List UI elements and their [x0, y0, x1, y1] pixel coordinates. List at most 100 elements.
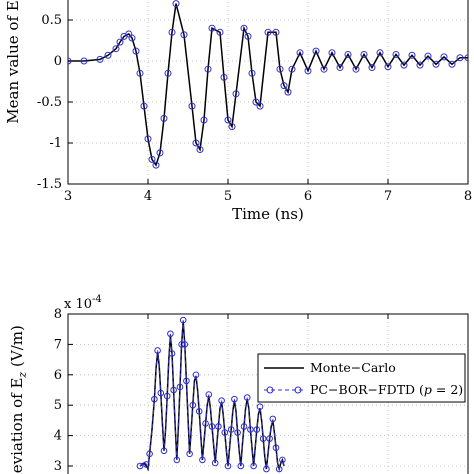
bottom-y-tick-label: 4: [54, 429, 62, 444]
bottom-marker-point: [259, 435, 267, 442]
top-y-tick-label: -0.5: [37, 95, 62, 110]
top-marker-point: [456, 54, 464, 62]
bottom-marker-point: [178, 341, 185, 348]
top-marker-point: [320, 65, 328, 73]
top-x-tick-label: 6: [304, 189, 312, 204]
top-marker-point: [248, 69, 256, 77]
top-marker-point: [328, 49, 336, 57]
top-marker-point: [432, 60, 440, 68]
top-grid: [67, 0, 469, 185]
bottom-marker-point: [170, 386, 177, 394]
top-marker-point: [192, 139, 200, 147]
top-marker-point: [424, 52, 432, 60]
top-marker-point: [116, 38, 124, 46]
top-marker-point: [344, 50, 352, 58]
top-series-line-monte-carlo: [68, 3, 468, 167]
top-y-tick-label: -1.5: [37, 177, 62, 192]
top-marker-point: [200, 116, 208, 124]
top-marker-point: [216, 28, 224, 36]
bottom-marker-point: [266, 435, 273, 442]
bottom-marker-point: [173, 456, 181, 464]
top-marker-point: [160, 114, 168, 122]
bottom-marker-point: [151, 395, 158, 403]
bottom-marker-point: [227, 426, 235, 433]
top-x-tick-label: 5: [224, 189, 232, 204]
top-y-tick-label: -1: [49, 136, 62, 151]
bottom-marker-point: [224, 462, 232, 470]
top-x-tick-label: 7: [384, 189, 392, 204]
top-marker-point: [440, 53, 448, 61]
bottom-marker-point: [218, 397, 225, 404]
top-marker-point: [252, 98, 260, 106]
bottom-marker-point: [167, 330, 174, 338]
top-marker-point: [164, 69, 172, 77]
top-marker-point: [464, 54, 468, 62]
top-marker-point: [156, 149, 164, 157]
bottom-marker-point: [179, 316, 187, 324]
bottom-y-ticks: 3 4 5 6 7 8: [54, 307, 73, 474]
top-marker-point: [188, 102, 196, 110]
bottom-marker-point: [143, 461, 150, 468]
bottom-marker-point: [199, 456, 206, 464]
top-marker-point: [104, 51, 112, 59]
top-marker-point: [264, 28, 272, 36]
top-y-tick-label: 0: [54, 54, 62, 69]
top-marker-point: [416, 61, 424, 69]
top-marker-point: [224, 116, 232, 124]
top-marker-point: [140, 102, 148, 110]
top-marker-point: [80, 57, 88, 65]
bottom-marker-point: [157, 389, 165, 397]
top-marker-point: [228, 123, 236, 131]
top-marker-point: [168, 28, 176, 36]
bottom-marker-point: [136, 462, 144, 470]
bottom-marker-point: [243, 394, 251, 401]
bottom-y-tick-label: 6: [54, 368, 62, 383]
legend: Monte−Carlo PC−BOR−FDTD (p = 2): [257, 353, 466, 403]
bottom-marker-point: [211, 459, 219, 467]
top-marker-point: [276, 65, 284, 73]
top-marker-point: [288, 65, 296, 73]
top-marker-point: [384, 63, 392, 71]
bottom-marker-point: [215, 423, 222, 430]
bottom-marker-point: [256, 403, 264, 411]
bottom-marker-point: [234, 429, 241, 436]
bottom-marker-point: [263, 465, 270, 473]
top-marker-point: [152, 161, 160, 169]
bottom-marker-point: [183, 377, 190, 385]
exponent-label: x 10-4: [64, 294, 102, 312]
bottom-marker-point: [272, 444, 280, 452]
top-y-axis-label: Mean value of E: [4, 0, 22, 123]
top-marker-point: [336, 64, 344, 72]
bottom-marker-point: [163, 392, 171, 400]
top-marker-point: [196, 146, 204, 154]
bottom-marker-point: [279, 456, 286, 464]
legend-marker-pc-bor-fdtd: [266, 386, 274, 394]
bottom-marker-point: [275, 465, 283, 473]
bottom-marker-point: [186, 450, 193, 458]
top-marker-point: [360, 50, 368, 58]
top-marker-point: [112, 45, 120, 53]
bottom-y-tick-label: 5: [54, 398, 62, 413]
bottom-marker-point: [181, 341, 189, 348]
bottom-y-axis-label: deviation of Ez (V/m): [8, 325, 29, 474]
bottom-axes-box: [67, 313, 469, 474]
top-series-markers-pc-bor-fdtd: [68, 0, 468, 169]
top-marker-point: [244, 32, 252, 40]
top-marker-point: [68, 57, 72, 65]
bottom-series-markers-pc-bor-fdtd: [136, 316, 286, 473]
bottom-marker-point: [168, 350, 176, 357]
bottom-panel: 3 4 5 6 7 8 x 10-4 deviation of Ez (V/m) Mont…: [8, 294, 469, 474]
top-marker-point: [148, 155, 156, 163]
top-marker-point: [272, 28, 280, 36]
bottom-marker-point: [221, 429, 229, 436]
bottom-series-line-monte-carlo: [139, 321, 285, 472]
bottom-y-tick-label: 7: [54, 337, 62, 352]
top-marker-point: [312, 47, 320, 55]
top-marker-point: [284, 88, 292, 96]
bottom-marker-point: [192, 371, 200, 379]
top-marker-point: [204, 65, 212, 73]
bottom-marker-point: [205, 391, 213, 398]
top-marker-point: [296, 49, 304, 57]
top-marker-point: [96, 55, 104, 63]
